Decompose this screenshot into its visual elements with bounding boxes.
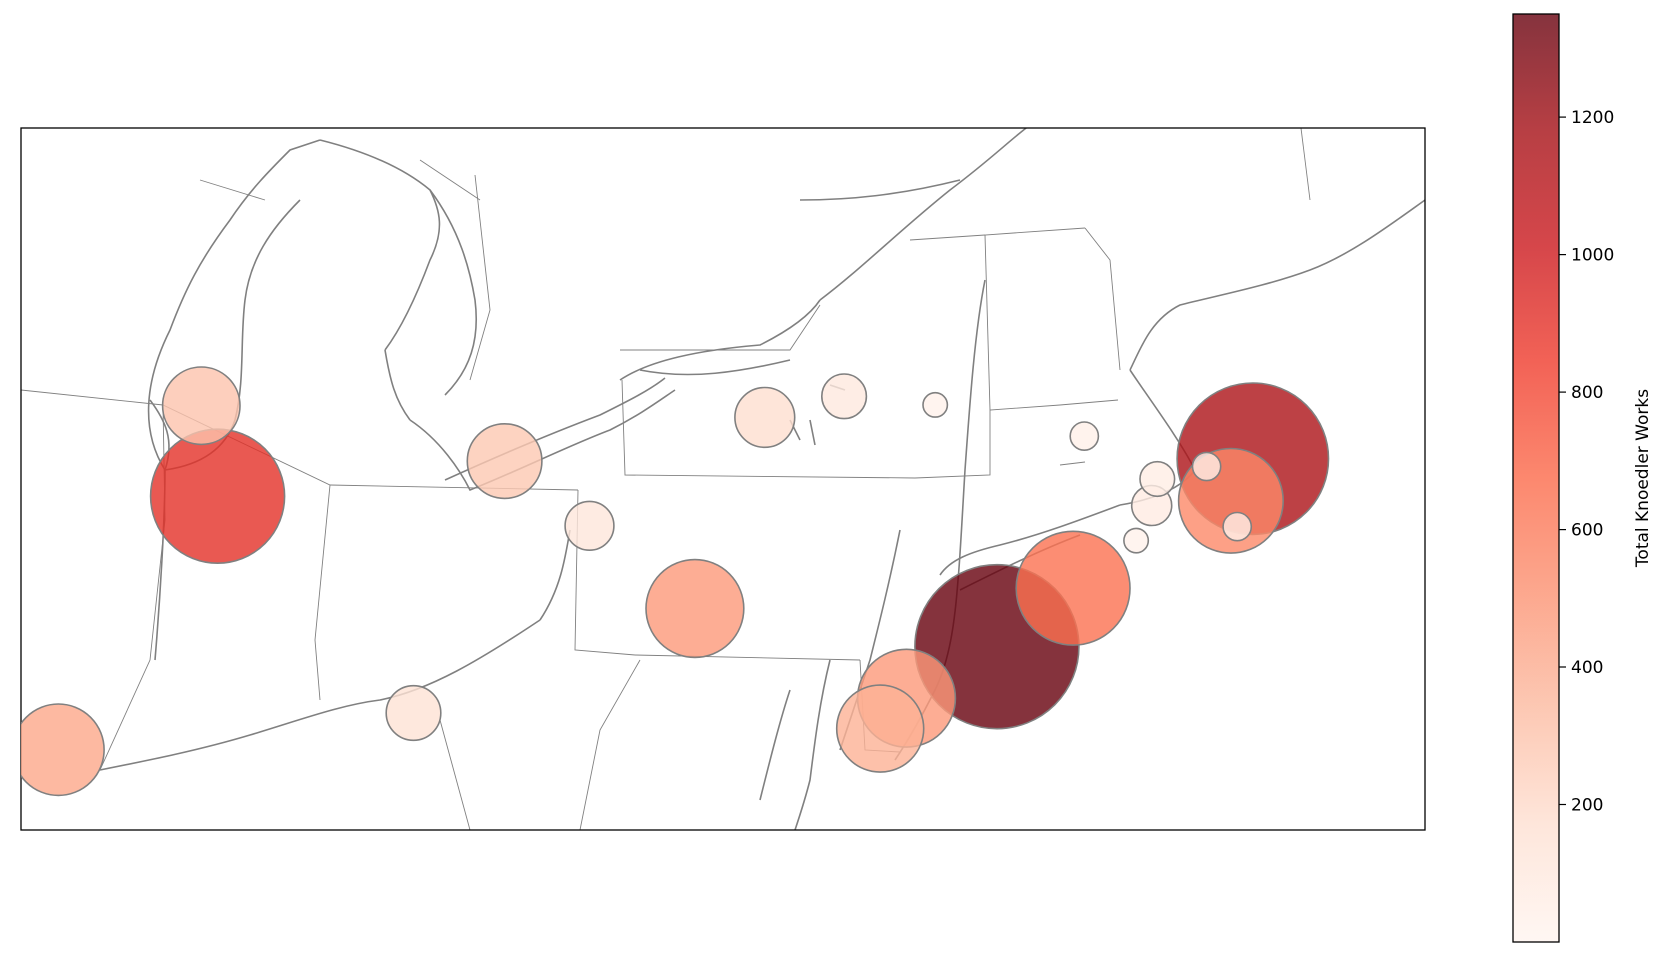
bubble-pittsburgh [645, 558, 745, 659]
colorbar-tick-label: 1200 [1571, 108, 1614, 128]
bubble-albany [1069, 421, 1100, 452]
colorbar: 200 400 600 800 1000 1200 Total Knoedler Work… [1512, 13, 1653, 943]
colorbar-gradient [1512, 13, 1560, 943]
bubble-cincinnati [385, 684, 442, 742]
colorbar-tick-label: 200 [1571, 796, 1603, 816]
colorbar-tick-label: 600 [1571, 521, 1603, 541]
colorbar-label: Total Knoedler Works [1633, 389, 1653, 568]
bubble-springfield [1139, 460, 1176, 498]
state-borders [21, 128, 1311, 830]
bubble-worcester [1191, 451, 1222, 482]
bubble-new-haven [1123, 527, 1150, 554]
bubble-buffalo [734, 386, 796, 449]
colorbar-tick-label: 1000 [1571, 246, 1614, 266]
bubble-chicago [149, 428, 286, 565]
map-frame [20, 127, 1426, 831]
bubble-rochester [820, 373, 868, 420]
bubble-washington [835, 684, 925, 773]
bubble-new-york [1015, 530, 1131, 646]
bubble-st-louis [21, 703, 105, 797]
bubble-detroit [466, 423, 543, 500]
bubble-milwaukee [161, 366, 241, 446]
colorbar-ticks: 200 400 600 800 1000 1200 [1559, 108, 1614, 816]
bubble-cleveland [564, 500, 615, 551]
bubble-newport [1222, 511, 1253, 542]
bubble-syracuse [922, 391, 949, 418]
bubble-layer [21, 366, 1330, 797]
colorbar-tick-label: 400 [1571, 658, 1603, 678]
colorbar-tick-label: 800 [1571, 383, 1603, 403]
